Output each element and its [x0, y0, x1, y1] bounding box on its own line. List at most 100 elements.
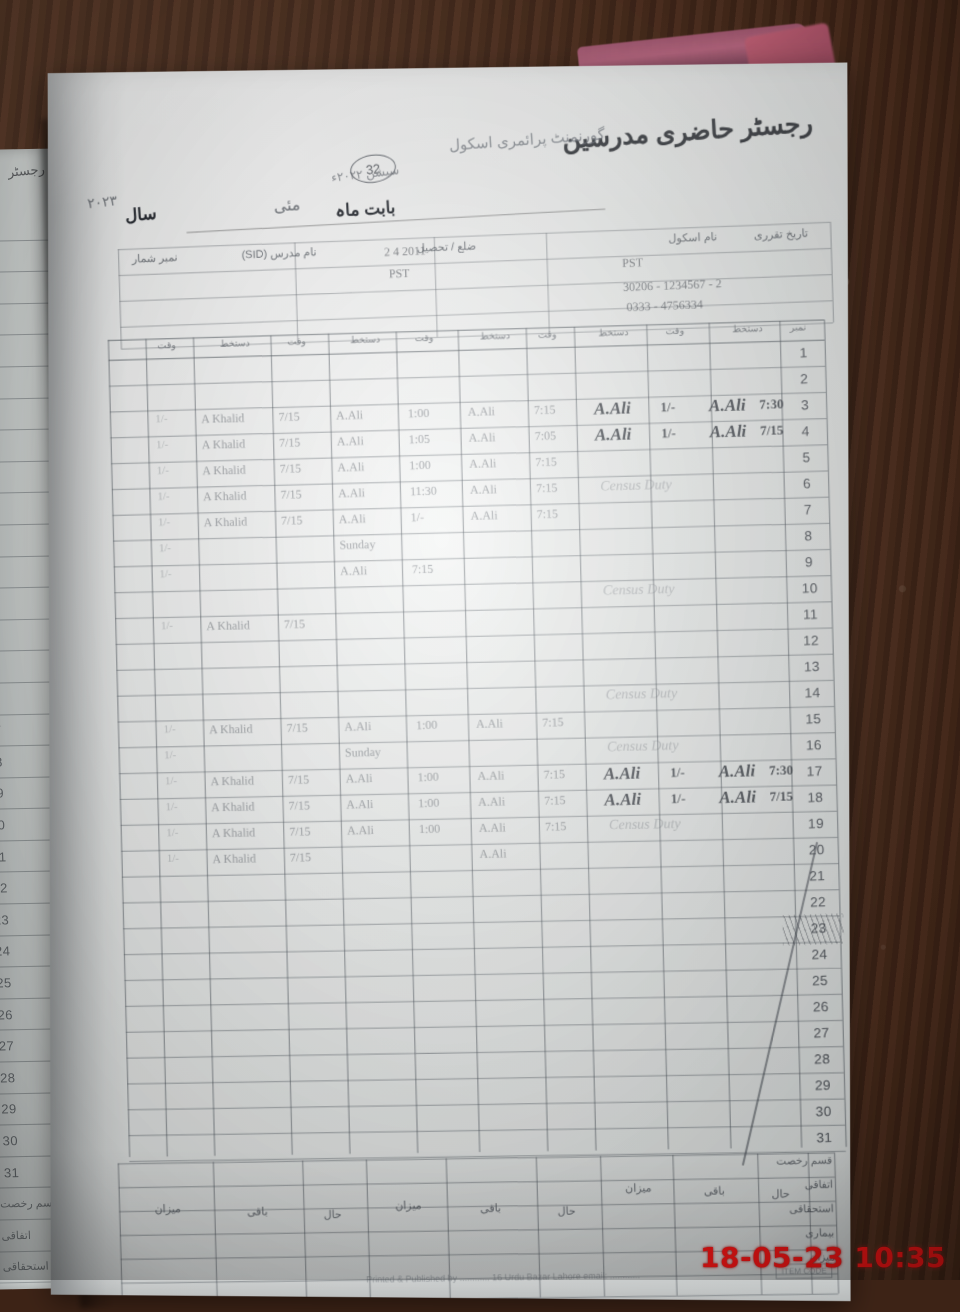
- handwritten-entry: 1/-: [160, 619, 174, 632]
- handwritten-entry: Sunday: [339, 536, 376, 552]
- row-number: 5: [802, 449, 811, 465]
- summary-label: میزان: [154, 1203, 182, 1216]
- row-number: 1: [799, 344, 808, 361]
- signature-time: 1/-: [661, 424, 676, 441]
- grid-row-line: [123, 941, 841, 956]
- info-handwritten-value: PST: [621, 255, 644, 270]
- handwritten-entry: 1:00: [417, 769, 439, 784]
- handwritten-entry: 7/15: [289, 823, 311, 839]
- handwritten-entry: 7:15: [536, 506, 559, 521]
- left-page-title: رجسٹر: [6, 161, 46, 180]
- row-number: 30: [815, 1103, 832, 1120]
- handwritten-entry: 7:15: [533, 402, 556, 417]
- handwritten-entry: Sunday: [344, 744, 381, 760]
- grid-row-line: [112, 496, 829, 516]
- year-value: ۲۰۲۳: [86, 192, 118, 212]
- signature-time: 1/-: [670, 790, 686, 806]
- handwritten-entry: 7:15: [411, 561, 434, 576]
- info-rule: [120, 300, 833, 328]
- handwritten-entry: 1/-: [163, 723, 176, 736]
- teacher-signature: A.Ali: [593, 397, 631, 418]
- grid-row-line: [121, 837, 838, 853]
- row-number: 14: [804, 684, 821, 701]
- grid-row-line: [128, 1125, 846, 1137]
- grid-row-line: [118, 732, 835, 749]
- handwritten-entry: A.Ali: [346, 796, 374, 812]
- teacher-signature: A.Ali: [718, 786, 757, 807]
- handwritten-entry: 7/15: [278, 434, 301, 450]
- handwritten-entry: A.Ali: [467, 403, 496, 419]
- summary-row-line: [119, 1200, 836, 1213]
- leave-type-label: استحقاقی: [789, 1202, 834, 1216]
- grid-row-line: [127, 1098, 845, 1111]
- leave-type-label: اتفاقی: [804, 1178, 834, 1192]
- handwritten-entry: A Khalid: [200, 410, 245, 426]
- summary-label: میزان: [624, 1182, 652, 1195]
- handwritten-entry: 1:05: [408, 431, 431, 446]
- handwritten-entry: 7/15: [283, 616, 306, 631]
- grid-row-line: [117, 679, 834, 697]
- handwritten-entry: A.Ali: [336, 433, 364, 448]
- handwritten-entry: 11:30: [409, 483, 437, 498]
- info-divider: [829, 221, 835, 323]
- handwritten-entry: A.Ali: [477, 768, 505, 783]
- handwritten-entry: 7:15: [541, 714, 564, 730]
- info-handwritten-value: PST: [388, 266, 410, 281]
- handwritten-entry: 7/15: [280, 512, 303, 528]
- grid-row-line: [116, 653, 833, 672]
- handwritten-entry: A.Ali: [344, 718, 372, 734]
- handwritten-entry: 7:15: [535, 454, 557, 469]
- row-number: 4: [801, 423, 810, 439]
- handwritten-entry: 1/-: [166, 826, 179, 839]
- row-number: 8: [804, 528, 813, 544]
- handwritten-entry: 7:15: [544, 818, 567, 834]
- grid-row-line: [125, 994, 842, 1008]
- row-number: 7: [803, 501, 812, 518]
- handwritten-entry: A.Ali: [340, 563, 368, 578]
- handwritten-entry: 1/-: [164, 774, 178, 788]
- header-underline: [186, 208, 606, 234]
- handwritten-entry: 1:00: [407, 405, 430, 421]
- info-divider: [117, 249, 122, 349]
- row-number: 19: [807, 815, 825, 832]
- leave-type-label: قسم رخصت: [776, 1154, 833, 1168]
- teacher-signature: A.Ali: [718, 760, 756, 781]
- handwritten-entry: A Khalid: [210, 773, 255, 789]
- handwritten-entry: 7/15: [288, 798, 310, 813]
- leave-type-label: بیماری: [805, 1227, 835, 1240]
- handwritten-entry: 7:15: [535, 480, 558, 495]
- handwritten-entry: A Khalid: [206, 617, 250, 633]
- row-number: 25: [811, 972, 829, 989]
- handwritten-entry: A.Ali: [477, 794, 506, 809]
- handwritten-entry: A.Ali: [346, 822, 375, 838]
- summary-column-line: [212, 1162, 218, 1302]
- handwritten-entry: A.Ali: [469, 481, 498, 497]
- row-number: 6: [802, 475, 812, 491]
- summary-label: حال: [557, 1205, 576, 1218]
- signature-time: 7:30: [768, 762, 794, 778]
- handwritten-entry: A.Ali: [479, 846, 507, 861]
- signature-time: 7/15: [769, 788, 794, 804]
- handwritten-entry: 1/-: [159, 567, 172, 581]
- page-header: رجسٹر حاضری مدرسین گورنمنٹ پرائمری اسکول…: [48, 63, 848, 234]
- handwritten-entry: 7/15: [286, 720, 308, 735]
- grid-row-line: [121, 863, 839, 878]
- row-number: 27: [813, 1025, 830, 1041]
- grid-row-line: [122, 889, 839, 904]
- handwritten-entry: A.Ali: [470, 507, 498, 523]
- summary-label: حال: [323, 1208, 342, 1222]
- handwritten-entry: 1/-: [165, 800, 178, 813]
- row-number: 29: [814, 1077, 831, 1093]
- handwritten-entry: 1/-: [158, 541, 172, 555]
- duty-note: Census Duty: [600, 477, 673, 495]
- grid-row-line: [113, 549, 831, 568]
- teacher-signature: A.Ali: [709, 420, 747, 441]
- handwritten-entry: 1/-: [155, 412, 168, 425]
- handwritten-entry: 1/-: [158, 516, 171, 529]
- grid-row-line: [123, 915, 840, 930]
- handwritten-entry: A Khalid: [202, 488, 247, 504]
- signature-time: 7:30: [759, 395, 784, 412]
- grid-row-line: [125, 1020, 843, 1034]
- grid-row-line: [111, 470, 828, 491]
- duty-note: Census Duty: [605, 686, 678, 704]
